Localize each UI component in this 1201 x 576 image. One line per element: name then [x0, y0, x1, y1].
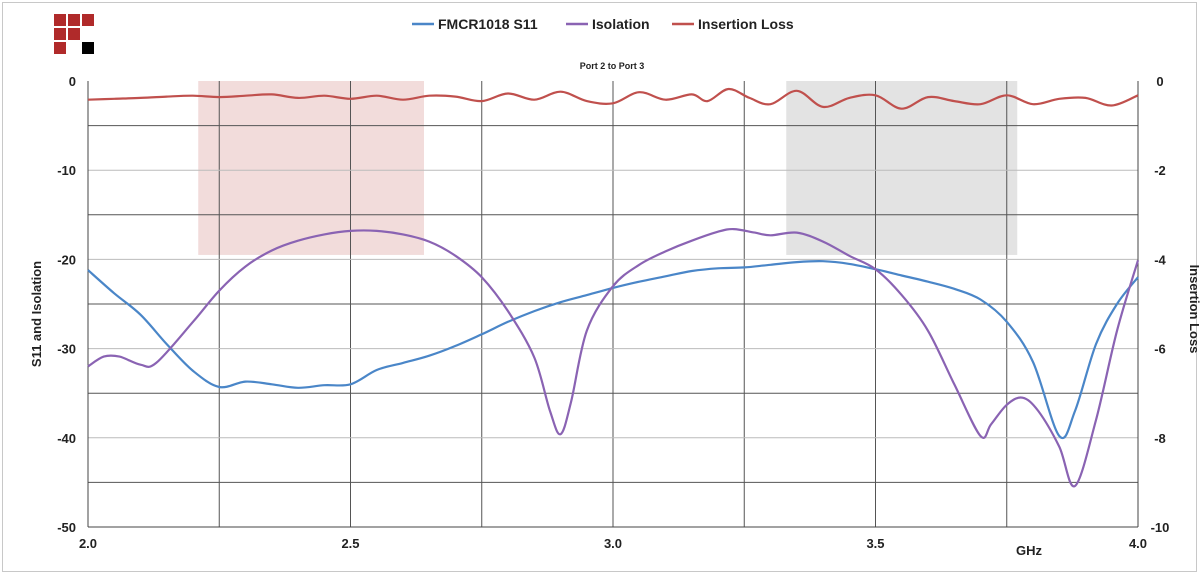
y-tick-label: -20: [57, 252, 76, 267]
y2-tick-label: -4: [1154, 252, 1166, 267]
y-tick-label: -50: [57, 520, 76, 535]
y2-tick-label: 0: [1156, 74, 1163, 89]
x-tick-label: 4.0: [1129, 536, 1147, 551]
logo-cell: [54, 14, 66, 26]
y-axis-label: S11 and Isolation: [29, 261, 44, 367]
logo-cell: [54, 42, 66, 54]
logo-cell: [82, 42, 94, 54]
x-tick-label: 3.5: [866, 536, 884, 551]
logo-icon: [54, 14, 98, 58]
y2-axis-label: Insertion Loss: [1187, 265, 1201, 354]
y2-tick-label: -10: [1151, 520, 1170, 535]
y2-tick-label: -2: [1154, 163, 1166, 178]
legend-label: Isolation: [592, 16, 650, 32]
logo-cell: [68, 14, 80, 26]
series-line-insertion-loss: [87, 87, 1139, 110]
x-tick-label: 2.5: [341, 536, 359, 551]
series-line-isolation: [87, 227, 1140, 488]
logo-cell: [68, 28, 80, 40]
y-tick-label: -30: [57, 342, 76, 357]
x-tick-label: 3.0: [604, 536, 622, 551]
series-line-s11: [87, 260, 1139, 440]
logo-cell: [82, 14, 94, 26]
logo-cell: [54, 28, 66, 40]
shaded-band: [198, 81, 424, 255]
y2-tick-label: -6: [1154, 342, 1166, 357]
x-tick-label: 2.0: [79, 536, 97, 551]
y2-tick-label: -8: [1154, 431, 1166, 446]
y-tick-label: -10: [57, 163, 76, 178]
x-axis-label: GHz: [1016, 543, 1043, 558]
logo-cell: [82, 28, 94, 40]
shaded-band: [786, 81, 1018, 255]
y-tick-label: 0: [69, 74, 76, 89]
legend-label: Insertion Loss: [698, 16, 794, 32]
y-tick-label: -40: [57, 431, 76, 446]
chart-title: Port 2 to Port 3: [580, 61, 645, 71]
legend-label: FMCR1018 S11: [438, 16, 538, 32]
logo-cell: [68, 42, 80, 54]
